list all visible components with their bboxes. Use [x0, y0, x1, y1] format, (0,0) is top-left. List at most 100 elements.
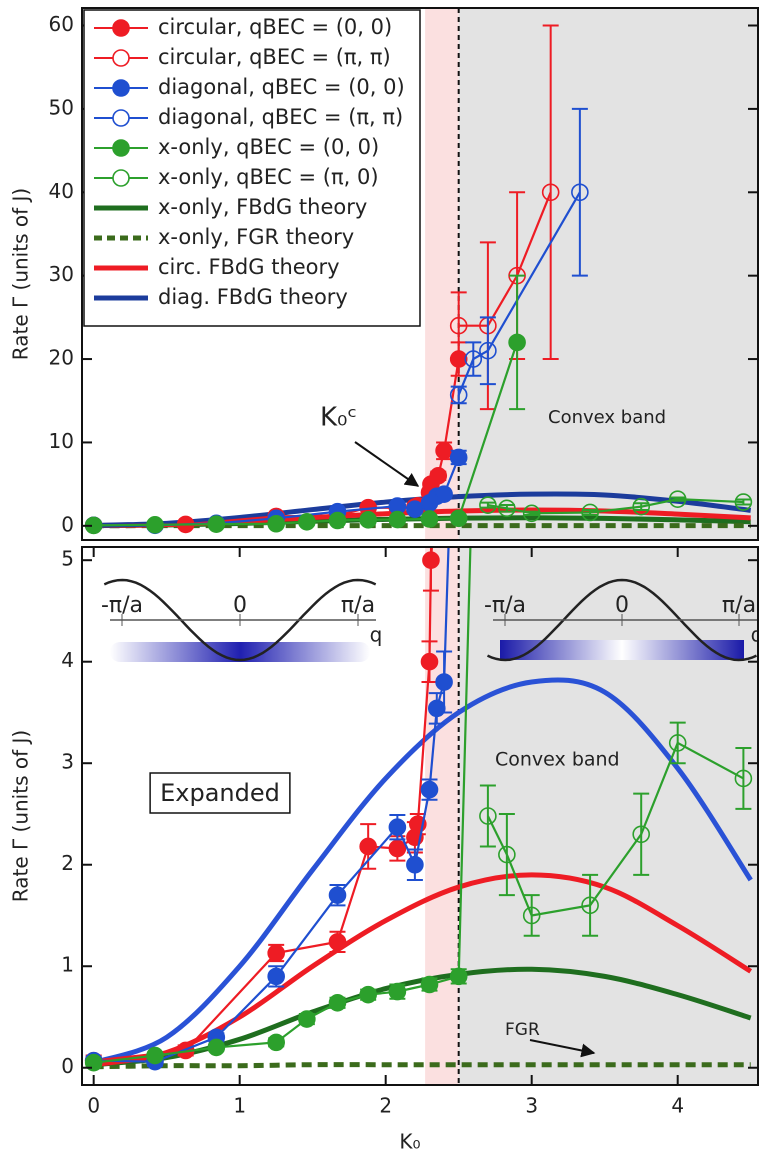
annotation-arrow: [354, 441, 420, 487]
data-point: [464, 350, 483, 368]
data-point: [388, 818, 407, 836]
error-bar: [735, 498, 752, 506]
data-point: [146, 516, 164, 534]
error-bar: [523, 894, 540, 937]
data-point: [406, 500, 424, 518]
y-tick-label: 0: [61, 1054, 74, 1078]
legend-marker: [112, 79, 130, 97]
annotation-label: Expanded: [160, 779, 280, 807]
plot-frame: [81, 7, 759, 541]
legend-label: circular, qBEC = (π, π): [158, 45, 391, 69]
legend-label: x-only, FGR theory: [158, 225, 354, 249]
legend-marker: [112, 19, 130, 37]
y-tick-label: 0: [61, 512, 74, 536]
x-axis-label: K₀: [399, 1130, 420, 1154]
y-axis-label: Rate Γ (units of J): [9, 188, 33, 360]
data-point: [449, 316, 468, 335]
plot-frame: [81, 546, 759, 1086]
legend-label: diag. FBdG theory: [158, 285, 348, 309]
data-point: [522, 906, 541, 925]
error-bar: [542, 24, 559, 361]
inset-label: -π/a: [484, 593, 526, 618]
data-point: [429, 466, 448, 485]
y-tick-label: 2: [61, 851, 74, 875]
legend-label: x-only, FBdG theory: [158, 195, 367, 219]
data-point: [420, 510, 439, 528]
data-point: [146, 1046, 164, 1065]
y-tick-label: 50: [49, 95, 74, 119]
error-bar: [571, 107, 588, 277]
legend-marker: [112, 169, 130, 187]
data-point: [427, 699, 446, 718]
legend-label: diagonal, qBEC = (π, π): [158, 105, 403, 129]
data-point: [668, 734, 687, 752]
data-point: [298, 1010, 316, 1028]
x-tick-label: 4: [671, 1094, 684, 1118]
inset-dispersion: [486, 578, 758, 662]
data-point: [388, 839, 407, 858]
error-bar: [479, 316, 496, 386]
data-point: [298, 513, 316, 531]
data-point: [388, 982, 407, 1001]
data-point: [734, 769, 753, 788]
data-point: [267, 1033, 285, 1052]
y-tick-label: 5: [61, 547, 74, 571]
error-bar: [479, 501, 496, 509]
data-point: [479, 496, 497, 514]
error-bar: [633, 792, 650, 876]
data-point: [420, 780, 439, 799]
y-tick-label: 4: [61, 648, 74, 672]
data-point: [359, 837, 377, 856]
inset-label: q: [370, 623, 383, 647]
data-point: [420, 975, 439, 994]
data-point: [668, 490, 687, 508]
legend-label: x-only, qBEC = (π, 0): [158, 165, 379, 189]
theory-curve: [92, 677, 753, 1066]
data-point: [435, 673, 453, 691]
inset-label: 0: [233, 593, 247, 618]
error-bar: [669, 721, 686, 765]
legend-label: diagonal, qBEC = (0, 0): [158, 75, 405, 99]
y-tick-label: 30: [49, 262, 74, 286]
data-point: [267, 514, 285, 533]
legend: circular, qBEC = (0, 0) circular, qBEC = …: [83, 9, 421, 327]
data-point: [581, 503, 599, 522]
data-point: [328, 993, 347, 1012]
data-point: [435, 485, 453, 503]
data-point: [406, 855, 424, 874]
annotation-box: [149, 772, 291, 814]
theory-curve: [93, 1062, 751, 1070]
data-point: [632, 825, 650, 844]
error-bar: [735, 746, 752, 810]
annotation-label: K₀ᶜ: [320, 403, 357, 433]
legend-label: x-only, qBEC = (0, 0): [158, 135, 379, 159]
data-point: [632, 497, 650, 516]
shaded-region: [458, 8, 758, 540]
error-bar: [479, 784, 496, 848]
data-point: [449, 967, 468, 986]
inset-label: 0: [615, 593, 629, 618]
inset-dispersion: [103, 578, 377, 662]
y-tick-label: 10: [49, 429, 74, 453]
data-point: [328, 511, 347, 530]
error-bar: [465, 341, 482, 377]
error-bar: [582, 873, 599, 937]
data-point: [267, 967, 285, 986]
y-tick-label: 1: [61, 953, 74, 977]
legend-marker: [112, 109, 130, 127]
error-bar: [633, 502, 650, 511]
x-tick-label: 2: [379, 1094, 392, 1118]
data-line: [458, 191, 552, 327]
data-point: [328, 933, 347, 951]
data-point: [388, 510, 407, 529]
data-point: [420, 652, 439, 671]
plot-area: -π/a 0 π/a q -π/a 0 π/a q: [84, 547, 758, 1085]
data-point: [328, 886, 347, 904]
y-tick-label: 40: [49, 179, 74, 203]
error-bar: [523, 510, 540, 516]
data-point: [581, 896, 599, 915]
inset-density: [500, 640, 744, 660]
data-point: [449, 448, 468, 467]
annotation-label: FGR: [505, 1020, 540, 1040]
